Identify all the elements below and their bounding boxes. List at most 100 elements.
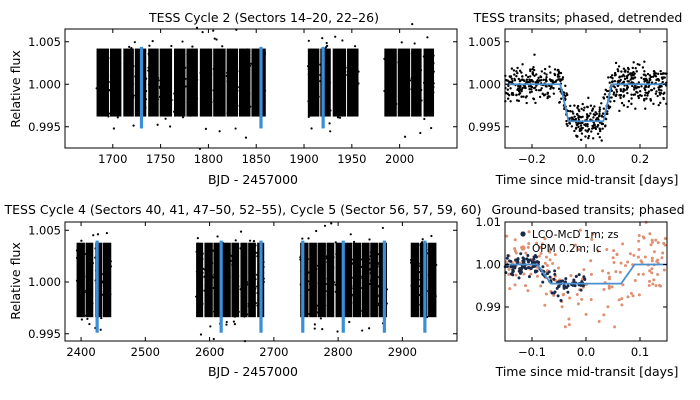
lco-point [525,257,529,261]
flux-point [426,36,429,39]
flux-point [400,41,403,44]
flux-point [354,274,357,278]
flux-point [240,63,243,67]
flux-point [353,289,357,292]
flux-point [201,302,204,305]
flux-point [83,252,86,256]
x-tick-label: 2500 [131,345,160,359]
flux-point [336,116,340,119]
phased-point [643,70,646,73]
flux-point [203,84,206,87]
flux-point [211,249,214,252]
opm-point [581,277,585,281]
flux-point [413,71,416,74]
y-tick-label: 0.995 [28,120,61,134]
flux-point [411,96,414,99]
flux-point [126,57,129,60]
flux-point [358,283,362,286]
flux-point [213,273,216,276]
opm-point [656,241,660,245]
flux-point [195,295,198,298]
phased-point [568,104,572,108]
flux-point [80,277,83,280]
phased-point [598,110,601,113]
lco-point [511,268,515,272]
flux-point [154,95,157,98]
flux-point [326,277,329,280]
phased-point [580,107,583,111]
phased-point [564,94,567,98]
flux-point [215,61,218,64]
phased-point [604,124,607,127]
flux-point [375,287,378,291]
flux-point [320,267,323,270]
flux-point [257,78,260,81]
flux-point [129,84,132,87]
flux-point [308,288,311,291]
phased-point [593,113,597,117]
x-tick-label: 0.2 [631,152,649,166]
phased-point [536,79,539,82]
flux-point [222,279,226,283]
opm-point [648,269,652,273]
flux-point [81,272,84,275]
flux-point [99,108,102,111]
flux-point [182,102,185,105]
lco-point [566,290,570,294]
flux-point [435,263,438,267]
flux-point [204,289,207,292]
flux-point [142,57,145,60]
lco-point [571,283,575,287]
flux-point [228,290,231,293]
opm-point [537,254,541,258]
flux-point [411,52,414,55]
phased-point [644,91,647,94]
flux-point [308,312,311,316]
flux-point [205,67,208,71]
flux-point [321,276,325,279]
flux-point [204,127,208,131]
flux-point [319,63,322,66]
flux-point [233,315,237,318]
flux-point [311,283,314,286]
flux-point [207,295,211,298]
flux-point [327,78,331,81]
lco-point [517,276,521,280]
flux-point [371,301,374,304]
opm-point [576,302,580,306]
flux-point [232,283,235,286]
x-tick-label: 2600 [195,345,224,359]
transit-marker [341,240,345,333]
phased-point [545,73,548,76]
flux-point [363,268,367,271]
flux-point [75,279,79,282]
flux-point [213,310,216,314]
flux-point [421,309,424,312]
transit-model-line [505,83,667,123]
flux-data-block [317,242,326,318]
flux-point [98,304,101,307]
flux-point [209,325,212,328]
flux-point [363,254,366,257]
flux-point [418,59,422,63]
phased-point [647,90,651,93]
phased-point [613,71,617,75]
flux-point [225,71,229,75]
flux-point [332,256,335,259]
flux-data-block [240,242,248,318]
lco-point [509,259,513,263]
flux-point [133,41,136,44]
flux-point [215,38,218,41]
flux-point [365,282,368,285]
phased-point [509,100,512,103]
flux-point [216,293,219,296]
flux-data-block [76,242,85,318]
phased-point [566,93,569,97]
flux-point [167,87,171,91]
flux-point [311,295,314,298]
flux-point [429,269,432,272]
phased-point [598,135,602,139]
flux-point [371,244,374,248]
flux-point [344,66,347,69]
flux-point [164,117,167,120]
